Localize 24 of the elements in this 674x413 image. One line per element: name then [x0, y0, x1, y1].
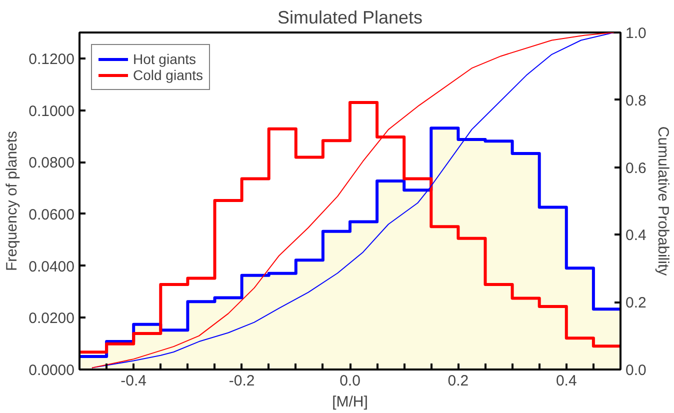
legend-label: Hot giants — [133, 51, 196, 67]
y-tick-label: 0.0000 — [28, 362, 75, 379]
y2-tick-label: 0.8 — [626, 92, 646, 110]
y2-tick-label: 0.6 — [626, 160, 646, 177]
y2-tick-label: 0.2 — [626, 294, 646, 312]
y-tick-label: 0.0800 — [28, 154, 75, 172]
y2-tick-label: 1.0 — [626, 25, 646, 42]
x-tick-label: 0.4 — [556, 372, 577, 390]
y-tick-label: 0.0600 — [28, 206, 75, 224]
y-tick-label: 0.0200 — [28, 310, 75, 328]
y2-tick-label: 0.4 — [626, 227, 646, 244]
y-tick-label: 0.0400 — [28, 258, 75, 276]
chart-title: Simulated Planets — [277, 8, 423, 28]
x-tick-label: -0.2 — [228, 372, 255, 390]
y-axis-title: Frequency of planets — [4, 130, 21, 272]
x-tick-label: 0.2 — [448, 372, 469, 390]
x-axis-title: [M/H] — [332, 394, 368, 410]
x-tick-label: 0.0 — [340, 372, 360, 390]
y-tick-label: 0.1200 — [28, 50, 75, 68]
y2-axis-title: Cumulative Probability — [654, 126, 672, 276]
y-tick-label: 0.1000 — [28, 102, 75, 120]
y2-tick-label: 0.0 — [626, 362, 646, 379]
legend-label: Cold giants — [133, 67, 204, 83]
x-tick-label: -0.4 — [120, 372, 147, 390]
